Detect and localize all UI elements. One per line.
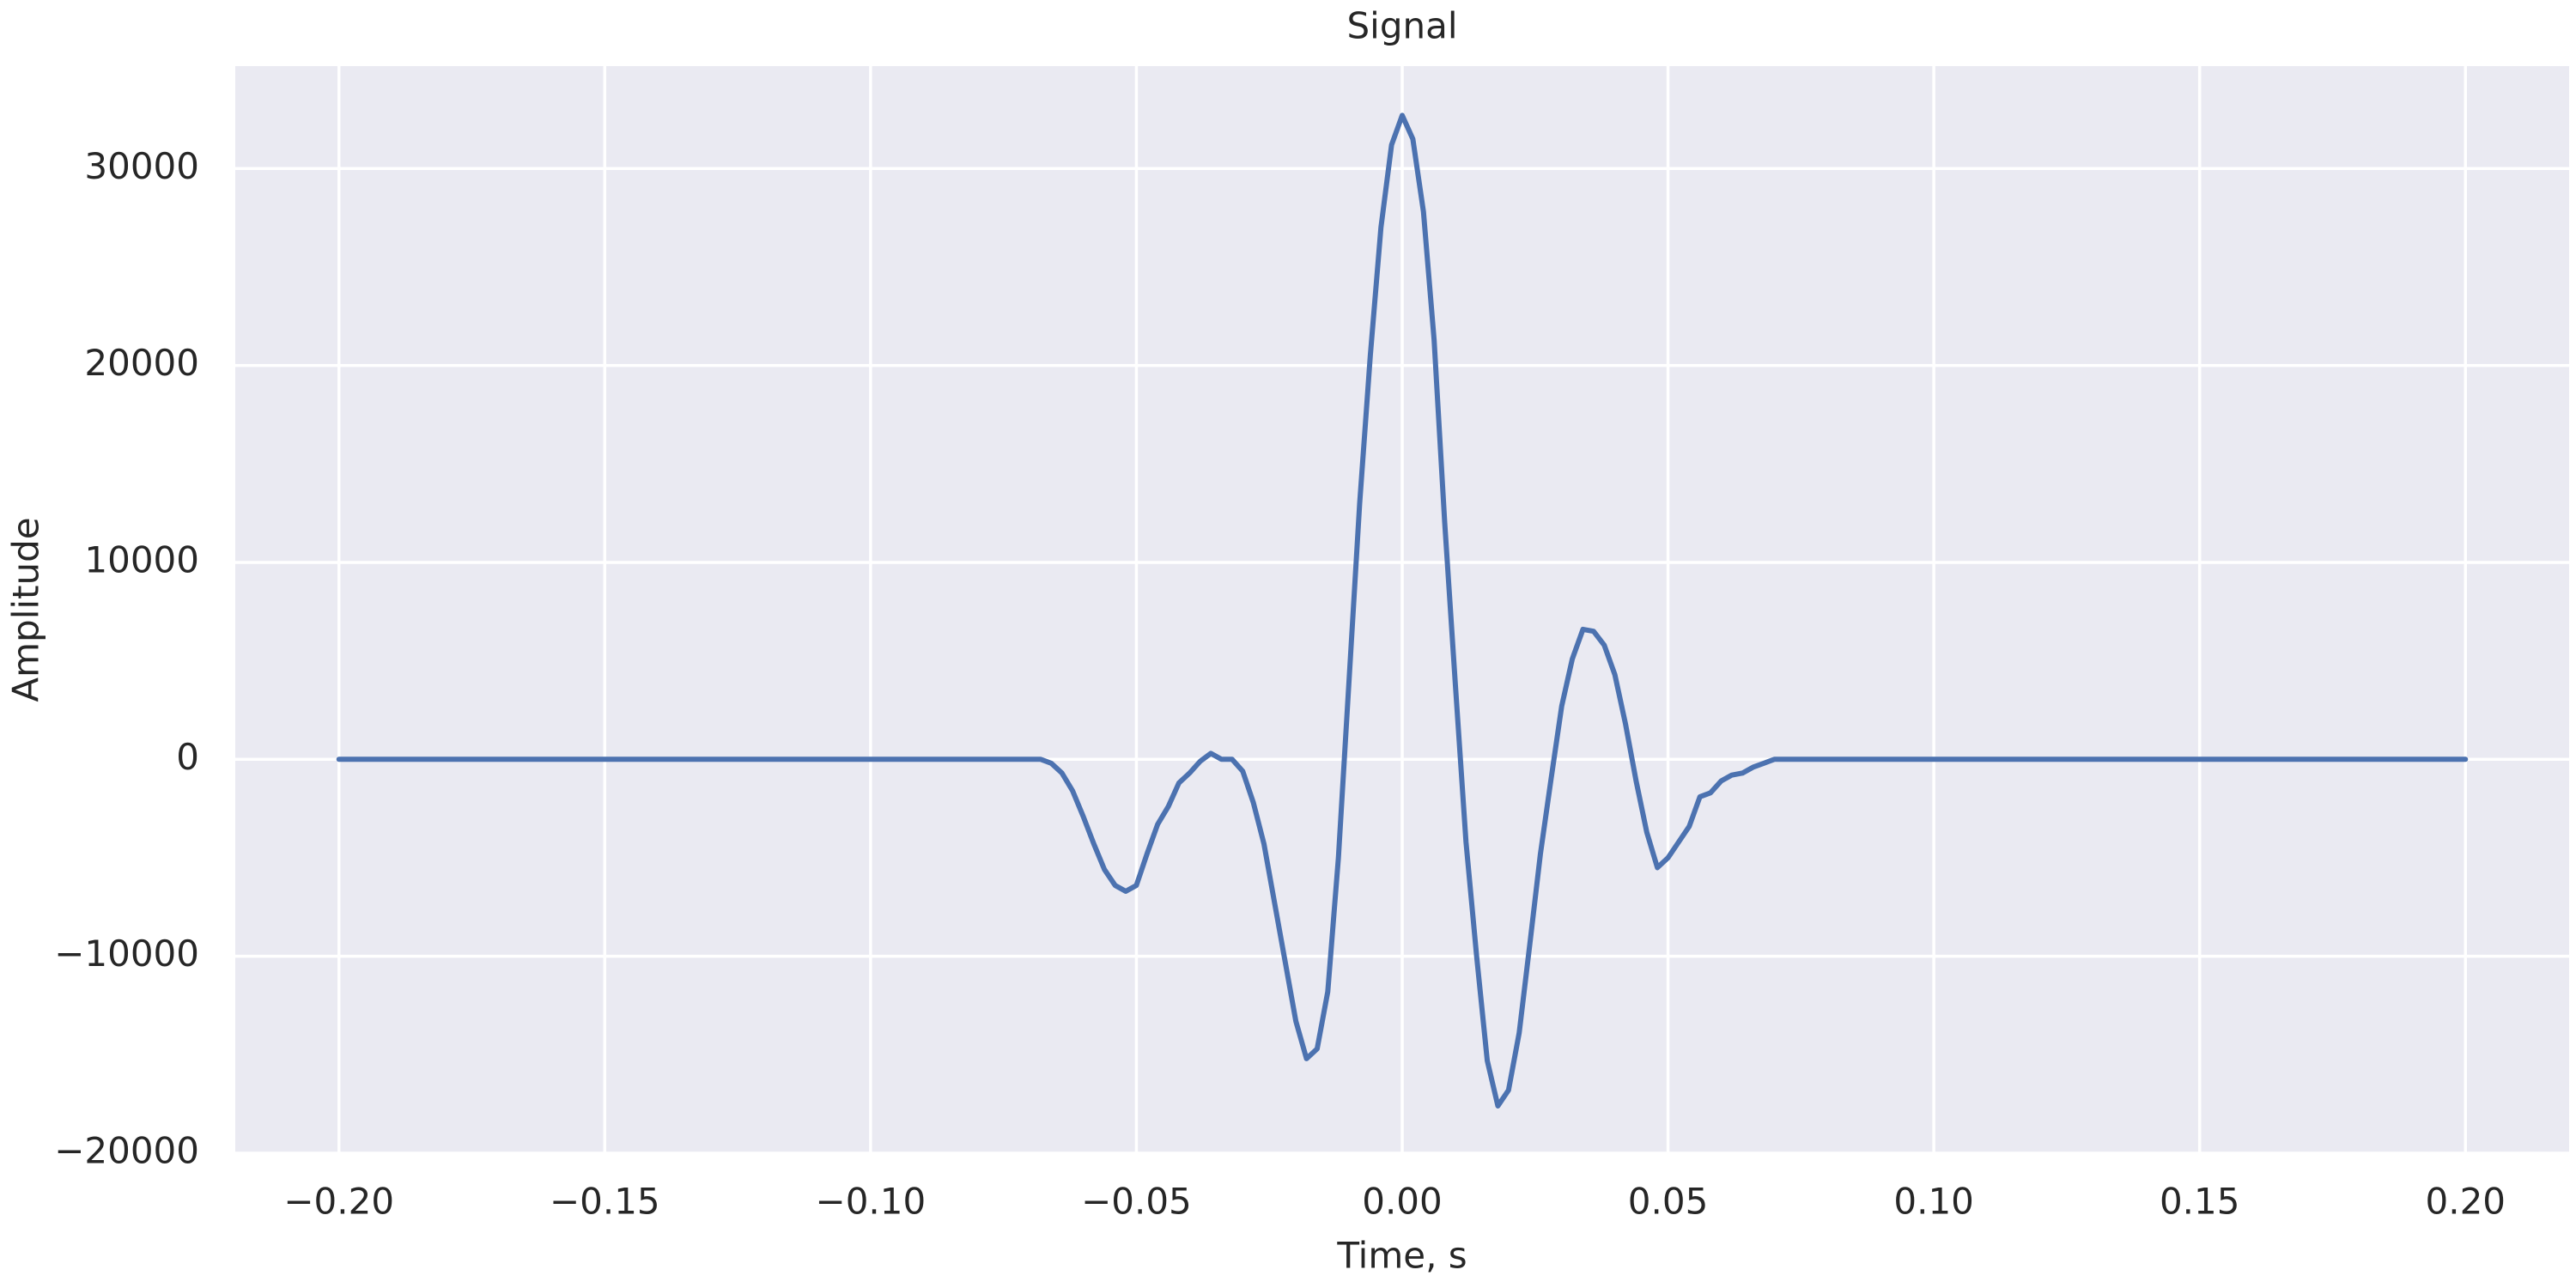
y-tick-label: −20000 [54, 1130, 199, 1172]
y-tick-label: 0 [176, 736, 199, 778]
x-tick-label: 0.10 [1893, 1181, 1974, 1223]
x-tick-label: 0.05 [1628, 1181, 1709, 1223]
signal-line [336, 112, 2469, 1109]
y-tick-label: 30000 [84, 145, 199, 187]
y-tick-label: 20000 [84, 342, 199, 384]
y-axis-label: Amplitude [5, 517, 47, 702]
x-axis-label: Time, s [1336, 1235, 1467, 1277]
x-tick-label: −0.15 [550, 1181, 660, 1223]
x-tick-label: −0.05 [1081, 1181, 1192, 1223]
x-tick-label: 0.00 [1362, 1181, 1443, 1223]
x-tick-label: 0.20 [2426, 1181, 2506, 1223]
chart-title: Signal [1346, 5, 1457, 47]
y-tick-label: −10000 [54, 933, 199, 975]
y-tick-label: 10000 [84, 538, 199, 580]
x-tick-label: −0.10 [816, 1181, 927, 1223]
x-tick-label: 0.15 [2160, 1181, 2240, 1223]
x-tick-label: −0.20 [283, 1181, 394, 1223]
